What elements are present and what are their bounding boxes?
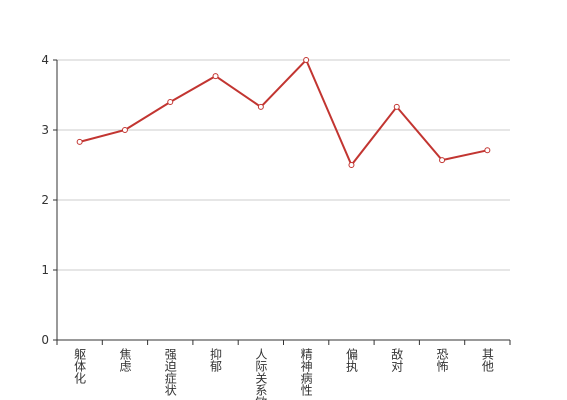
line (79, 58, 488, 167)
x-tick-label: 焦虑 (118, 348, 132, 372)
point (439, 157, 446, 164)
x-tick-label: 偏执 (344, 347, 358, 373)
x-tick-label: 躯体化 (73, 347, 87, 385)
x-tick-label: 人际关系敏感 (254, 348, 268, 400)
y-tick-label: 0 (41, 333, 49, 347)
point (257, 103, 264, 110)
point (484, 147, 491, 154)
point (76, 138, 83, 145)
x-tick-label: 强迫症状 (163, 348, 177, 396)
point (348, 162, 355, 168)
x-tick-label: 敌对 (390, 347, 404, 372)
point (212, 73, 219, 80)
y-tick-label: 1 (41, 263, 49, 277)
x-tick-label: 抑郁 (209, 347, 223, 373)
point (167, 99, 174, 105)
x-tick-label: 恐怖 (435, 348, 449, 372)
y-tick-label: 4 (41, 53, 49, 67)
y-tick-label: 2 (41, 193, 49, 207)
y-tick-label: 3 (41, 123, 49, 137)
point (393, 103, 400, 110)
point (303, 57, 310, 63)
x-tick-label: 其他 (480, 348, 494, 372)
point (121, 127, 128, 133)
x-tick-label: 精神病性 (299, 348, 313, 397)
